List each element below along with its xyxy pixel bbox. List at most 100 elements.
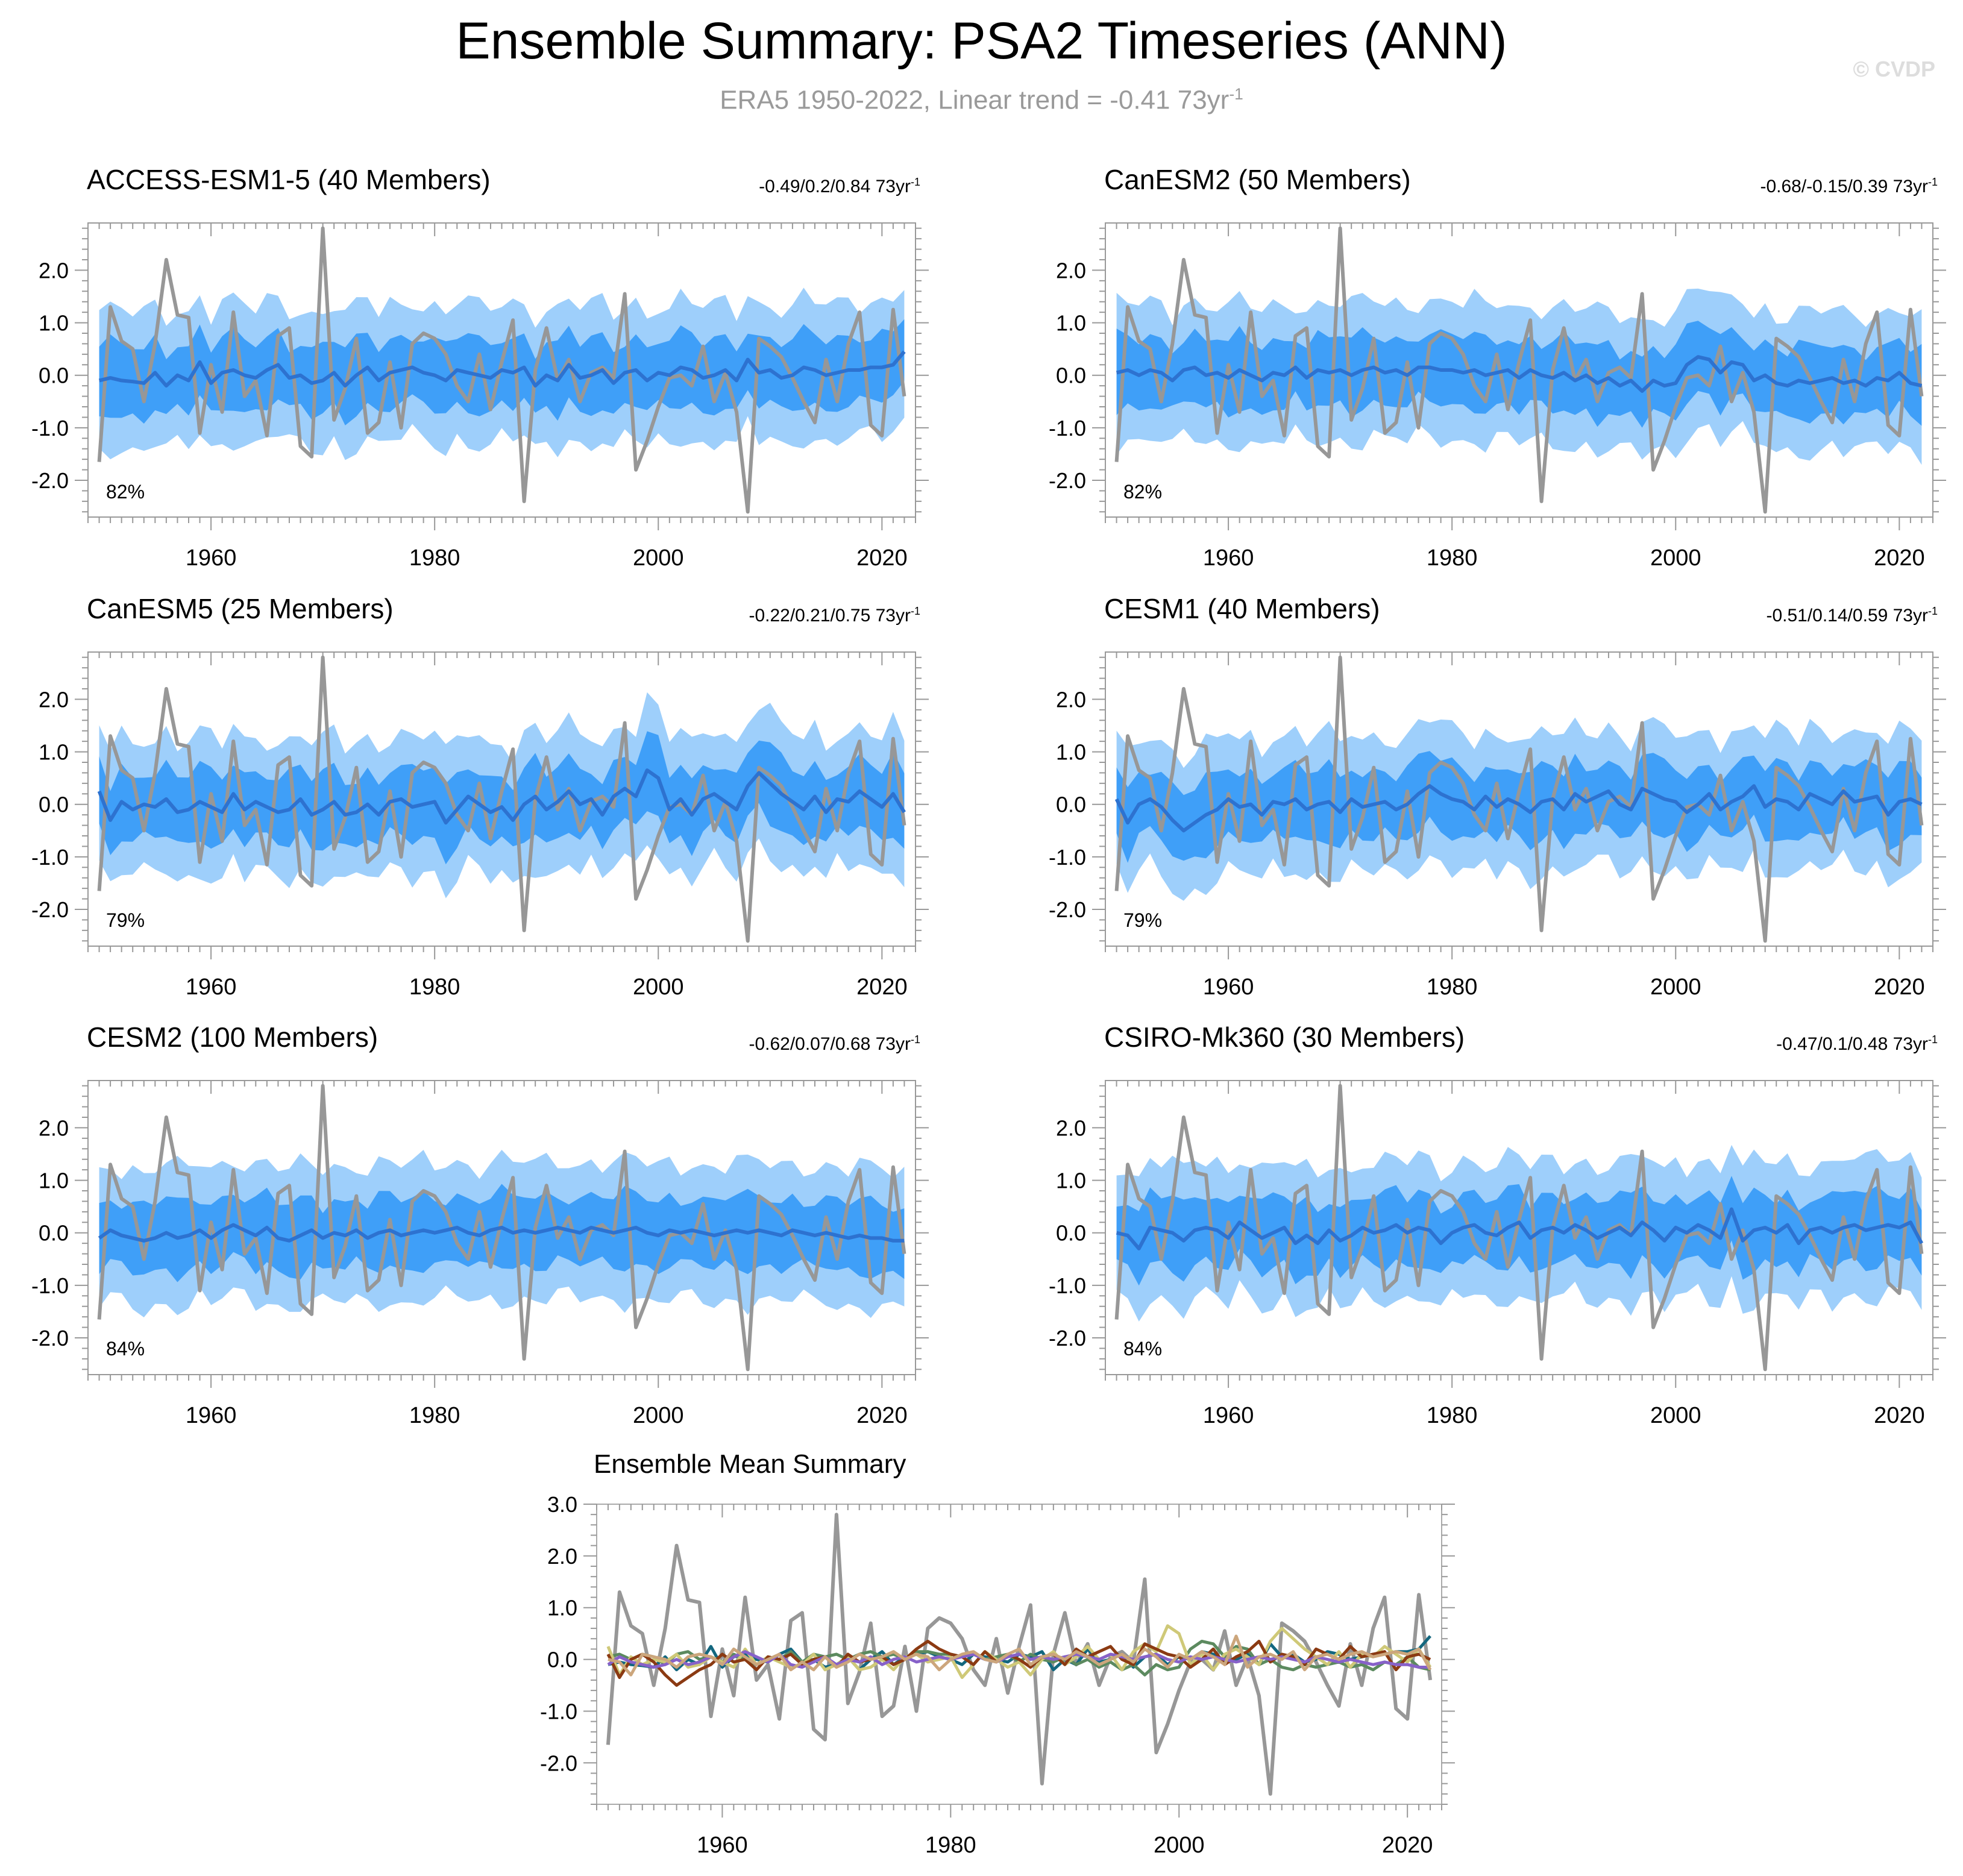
observations-line xyxy=(97,226,906,514)
x-tick-label: 2020 xyxy=(1382,1833,1433,1858)
panel-title-cesm1: CESM1 (40 Members) xyxy=(1104,593,1380,624)
trend-label-superscript: -1 xyxy=(910,605,920,617)
trend-label-text: -0.47/0.1/0.48 73yr xyxy=(1776,1034,1928,1054)
y-tick-label: 2.0 xyxy=(547,1544,577,1569)
observations-line xyxy=(1114,1084,1924,1372)
panel-2: 2.0 1.0 0.0 -1.0 -2.0 1960 1980 2000 2020 xyxy=(31,651,929,1000)
y-tick-label: 1.0 xyxy=(39,1169,69,1193)
trend-label-csiro-mk360: -0.47/0.1/0.48 73yr-1 xyxy=(1776,1027,1938,1056)
y-tick-label: -1.0 xyxy=(1049,416,1086,441)
trend-label-canesm2: -0.68/-0.15/0.39 73yr-1 xyxy=(1760,170,1938,199)
trend-label-cesm1: -0.51/0.14/0.59 73yr-1 xyxy=(1766,599,1938,628)
x-tick-label: 2020 xyxy=(856,974,908,1000)
x-tick-label: 2000 xyxy=(633,1403,684,1428)
ensemble-mean-line xyxy=(98,350,906,388)
y-tick-label: -2.0 xyxy=(1049,468,1086,493)
ensemble-mean-line xyxy=(1116,1207,1924,1250)
y-tick-label: 2.0 xyxy=(1056,258,1086,283)
y-tick-label: 0.0 xyxy=(39,1221,69,1246)
percent-label-cesm1: 79% xyxy=(1123,909,1163,931)
ensemble-mean-line xyxy=(1116,355,1923,393)
x-tick-label: 2020 xyxy=(1874,1403,1925,1428)
y-tick-label: 0.0 xyxy=(547,1648,577,1672)
y-tick-label: 0.0 xyxy=(39,363,69,388)
trend-label-text: -0.51/0.14/0.59 73yr xyxy=(1766,606,1928,626)
x-tick-label: 1960 xyxy=(186,545,237,571)
x-tick-label: 1960 xyxy=(186,974,237,1000)
ensemble-25-75-band xyxy=(1116,751,1922,863)
trend-label-superscript: -1 xyxy=(1927,1034,1938,1046)
ensemble-mean-line xyxy=(97,768,906,825)
x-tick-label: 1980 xyxy=(409,974,460,1000)
summary-mean-line-3 xyxy=(606,1640,1431,1687)
x-tick-label: 1980 xyxy=(409,545,460,571)
x-tick-label: 2000 xyxy=(633,545,684,571)
trend-label-text: -0.49/0.2/0.84 73yr xyxy=(759,177,911,196)
watermark: © CVDP xyxy=(1853,57,1935,81)
x-tick-label: 2000 xyxy=(1650,1403,1701,1428)
trend-label-text: -0.62/0.07/0.68 73yr xyxy=(749,1034,911,1054)
y-tick-label: 0.0 xyxy=(39,792,69,817)
trend-label-superscript: -1 xyxy=(910,1034,920,1046)
panel-title-csiro-mk360: CSIRO-Mk360 (30 Members) xyxy=(1104,1021,1465,1053)
trend-label-text: -0.68/-0.15/0.39 73yr xyxy=(1760,177,1928,196)
trend-label-superscript: -1 xyxy=(910,176,920,188)
y-tick-label: -2.0 xyxy=(31,1326,69,1351)
y-tick-label: 1.0 xyxy=(1056,311,1086,336)
page-title: Ensemble Summary: PSA2 Timeseries (ANN) xyxy=(456,12,1507,70)
x-tick-label: 1980 xyxy=(1427,1403,1478,1428)
x-tick-label: 1960 xyxy=(186,1403,237,1428)
y-tick-label: -2.0 xyxy=(31,468,69,493)
page-subtitle: ERA5 1950-2022, Linear trend = -0.41 73y… xyxy=(0,77,1963,118)
x-tick-label: 2020 xyxy=(856,545,908,571)
trend-label-text: -0.22/0.21/0.75 73yr xyxy=(749,606,911,626)
subtitle-text: ERA5 1950-2022, Linear trend = -0.41 73y… xyxy=(720,85,1230,115)
percent-label-canesm2: 82% xyxy=(1123,481,1163,503)
summary-mean-line-5 xyxy=(608,1634,1432,1677)
ensemble-25-75-band xyxy=(99,319,905,425)
y-tick-label: 0.0 xyxy=(1056,792,1086,817)
panel-title-access-esm1-5: ACCESS-ESM1-5 (40 Members) xyxy=(87,164,491,195)
x-tick-label: 2000 xyxy=(1154,1833,1205,1858)
subtitle-superscript: -1 xyxy=(1229,85,1243,103)
y-tick-label: 1.0 xyxy=(39,311,69,336)
observations-line xyxy=(97,1084,906,1372)
x-tick-label: 2000 xyxy=(1650,545,1701,571)
trend-label-cesm2: -0.62/0.07/0.68 73yr-1 xyxy=(749,1027,920,1056)
x-tick-label: 1980 xyxy=(1427,545,1478,571)
y-tick-label: -2.0 xyxy=(1049,1326,1086,1351)
y-tick-label: -1.0 xyxy=(540,1699,577,1724)
y-tick-label: 0.0 xyxy=(1056,1221,1086,1246)
panel-title-cesm2: CESM2 (100 Members) xyxy=(87,1021,378,1053)
summary-panel: 3.0 2.0 1.0 0.0 -1.0 -2.0 1960 1980 2000 2020 xyxy=(540,1492,1455,1858)
x-tick-label: 1980 xyxy=(925,1833,976,1858)
x-tick-label: 2020 xyxy=(856,1403,908,1428)
trend-label-superscript: -1 xyxy=(1927,605,1938,617)
trend-label-canesm5: -0.22/0.21/0.75 73yr-1 xyxy=(749,599,920,628)
x-tick-label: 2020 xyxy=(1874,974,1925,1000)
y-tick-label: 2.0 xyxy=(1056,1115,1086,1140)
observations-line xyxy=(1114,226,1924,514)
panel-title-canesm2: CanESM2 (50 Members) xyxy=(1104,164,1411,195)
trend-label-superscript: -1 xyxy=(1927,176,1938,188)
y-tick-label: 1.0 xyxy=(547,1596,577,1620)
y-tick-label: -1.0 xyxy=(31,845,69,870)
panel-title-canesm5: CanESM5 (25 Members) xyxy=(87,593,394,624)
x-tick-label: 1960 xyxy=(697,1833,748,1858)
y-tick-label: 2.0 xyxy=(39,687,69,712)
ensemble-mean-line xyxy=(1114,784,1923,833)
percent-label-access-esm1-5: 82% xyxy=(106,481,145,503)
y-tick-label: 2.0 xyxy=(39,258,69,283)
y-tick-label: 0.0 xyxy=(1056,363,1086,388)
summary-title: Ensemble Mean Summary xyxy=(594,1449,906,1479)
summary-mean-line-4 xyxy=(607,1650,1431,1669)
x-tick-label: 1960 xyxy=(1203,974,1254,1000)
y-tick-label: 1.0 xyxy=(1056,740,1086,765)
summary-mean-line-2 xyxy=(606,1624,1432,1680)
x-tick-label: 1960 xyxy=(1203,545,1254,571)
observations-line xyxy=(1114,655,1924,943)
y-tick-label: -2.0 xyxy=(540,1751,577,1775)
x-tick-label: 1980 xyxy=(1427,974,1478,1000)
percent-label-cesm2: 84% xyxy=(106,1338,145,1360)
